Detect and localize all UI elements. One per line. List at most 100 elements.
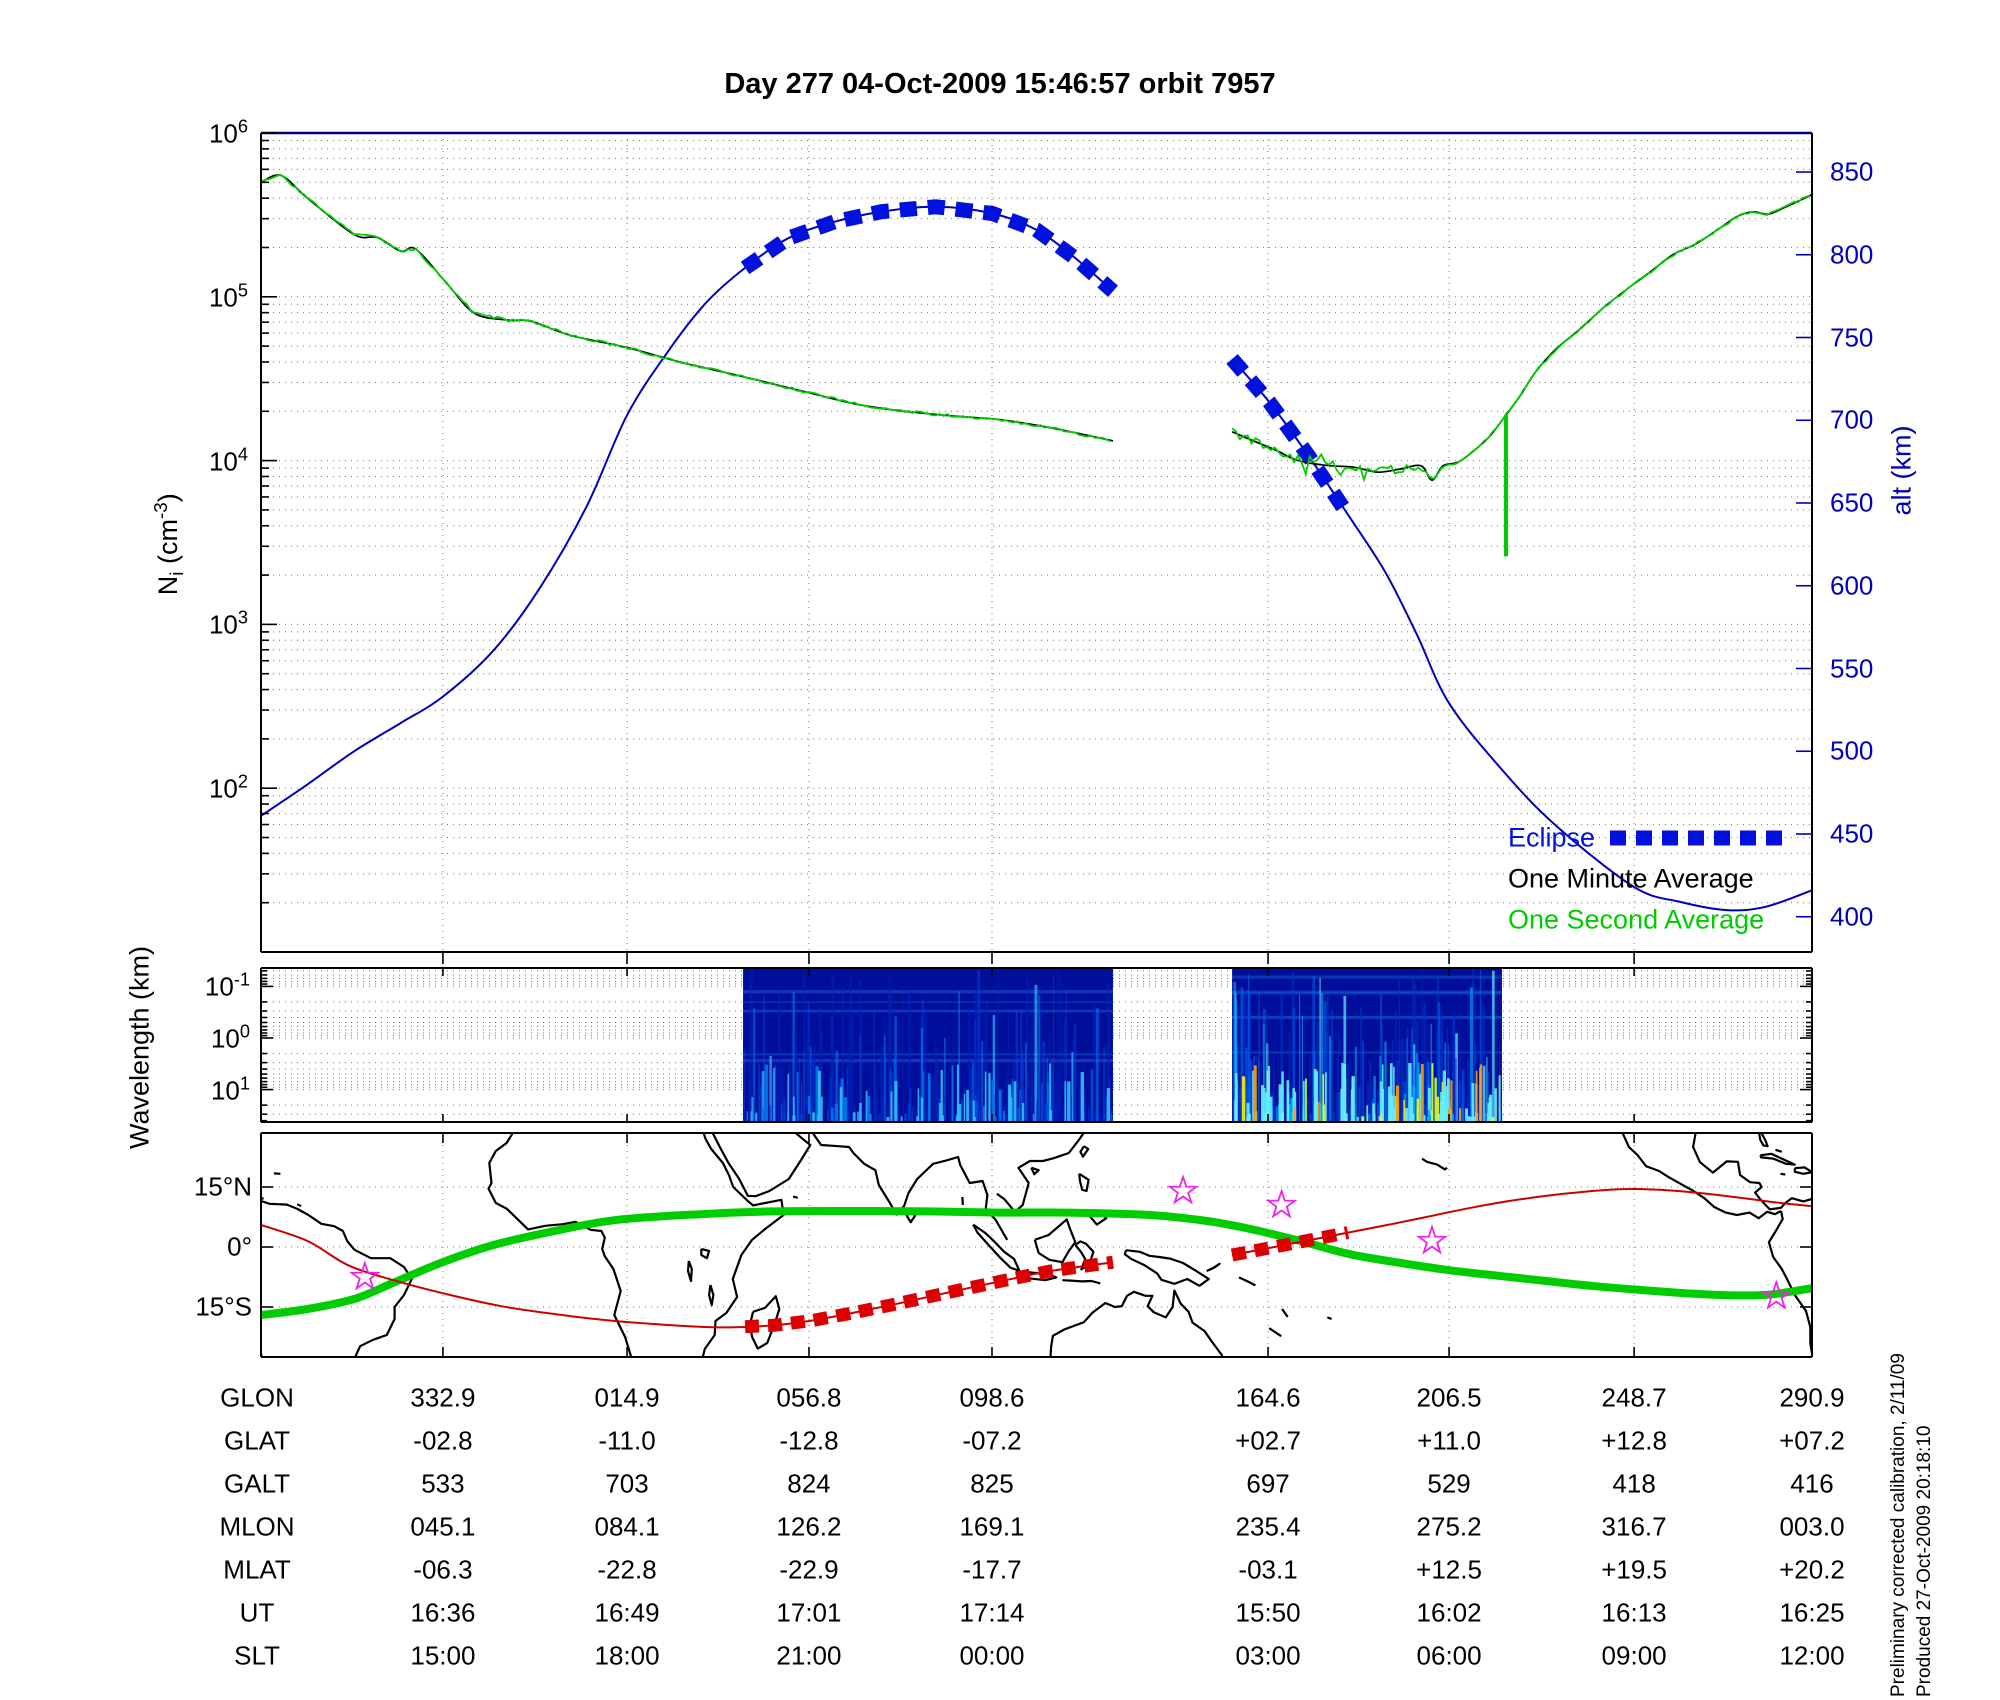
- wavelength-tick-label: 10-1: [204, 970, 250, 1002]
- table-cell: 18:00: [594, 1640, 660, 1671]
- coastline-lake-victoria: [700, 1247, 711, 1260]
- alt-tick-label: 550: [1830, 653, 1874, 683]
- one-minute-curve-2: [1231, 193, 1813, 481]
- coastline-africa-east: [701, 1133, 785, 1357]
- ground-station-stars: [348, 1174, 1793, 1310]
- alt-tick-label: 700: [1830, 404, 1874, 435]
- table-row-label: MLAT: [223, 1554, 291, 1585]
- table-cell: 16:13: [1601, 1597, 1667, 1628]
- table-cell: 09:00: [1601, 1640, 1667, 1671]
- wavelength-tick-label: 100: [210, 1021, 250, 1054]
- table-cell: 16:36: [410, 1597, 476, 1628]
- table-cell: -03.1: [1238, 1554, 1298, 1585]
- star-marker-2: [1167, 1174, 1200, 1205]
- table-cell: 529: [1427, 1468, 1471, 1499]
- altitude-eclipse-dashes-1: [740, 199, 1118, 297]
- table-cell: 098.6: [959, 1382, 1025, 1413]
- table-cell: -02.8: [413, 1425, 473, 1456]
- star-marker-5: [1760, 1279, 1793, 1310]
- map-lat-tick-label: 0°: [227, 1231, 252, 1262]
- legend-eclipse-label: Eclipse: [1508, 822, 1596, 853]
- spectrogram-patches: [743, 968, 1503, 1122]
- table-cell: 248.7: [1601, 1382, 1667, 1413]
- coastline-cuba: [1759, 1152, 1796, 1166]
- table-cell: 16:25: [1779, 1597, 1845, 1628]
- ni-tick-label: 102: [208, 771, 248, 804]
- table-cell: 416: [1790, 1468, 1834, 1499]
- table-row-label: GLAT: [224, 1425, 290, 1456]
- wavelength-axis-label: Wavelength (km): [124, 945, 155, 1150]
- alt-tick-label: 400: [1830, 901, 1874, 932]
- table-cell: 15:00: [410, 1640, 476, 1671]
- alt-tick-label: 500: [1830, 735, 1874, 766]
- table-cell: 418: [1612, 1468, 1656, 1499]
- star-marker-3: [1265, 1188, 1298, 1219]
- table-cell: 06:00: [1416, 1640, 1482, 1671]
- table-cell: +02.7: [1235, 1425, 1301, 1456]
- ni-tick-label: 106: [208, 116, 248, 149]
- coastline-trinidad: [296, 1203, 302, 1208]
- coastline-india-indochina: [811, 1133, 1009, 1241]
- alt-tick-label: 850: [1830, 156, 1874, 187]
- alt-tick-label: 800: [1830, 239, 1874, 270]
- table-cell: 126.2: [776, 1511, 842, 1542]
- wavelength-tick-label: 101: [210, 1073, 250, 1105]
- table-cell: 206.5: [1416, 1382, 1482, 1413]
- ni-label-base: N: [152, 575, 183, 596]
- table-row-label: UT: [239, 1597, 275, 1628]
- table-cell: +19.5: [1601, 1554, 1667, 1585]
- ground-track-eclipse-1: [744, 1255, 1114, 1334]
- table-cell: 169.1: [959, 1511, 1025, 1542]
- coastline-luzon: [1078, 1172, 1090, 1193]
- table-cell: +20.2: [1779, 1554, 1845, 1585]
- coastline-mexico-central-america-west: [1621, 1133, 1782, 1220]
- table-cell: 697: [1246, 1468, 1290, 1499]
- map-lat-tick-label: 15°S: [195, 1291, 252, 1322]
- star-marker-1: [348, 1260, 381, 1291]
- table-cell: 17:01: [776, 1597, 842, 1628]
- calibration-note: Preliminary corrected calibration, 2/11/…: [1888, 1353, 1909, 1697]
- table-cell: -17.7: [962, 1554, 1022, 1585]
- table-cell: 290.9: [1779, 1382, 1845, 1413]
- ni-label-exp: -3: [150, 502, 172, 520]
- alt-tick-label: 650: [1830, 487, 1874, 518]
- star-marker-4: [1416, 1224, 1448, 1255]
- ni-tick-label: 105: [208, 280, 248, 313]
- altitude-curve-1: [260, 205, 1114, 817]
- table-cell: 164.6: [1235, 1382, 1301, 1413]
- coastline-new-guinea: [1123, 1249, 1210, 1287]
- map-lat-tick-label: 15°N: [193, 1171, 252, 1202]
- table-cell: 16:49: [594, 1597, 660, 1628]
- table-cell: 703: [605, 1468, 649, 1499]
- table-cell: +11.0: [1417, 1425, 1481, 1456]
- ni-axis-label: Ni (cm-3): [151, 434, 189, 654]
- alt-tick-label: 750: [1830, 322, 1874, 352]
- table-cell: 316.7: [1601, 1511, 1667, 1542]
- table-cell: -07.2: [962, 1425, 1022, 1456]
- table-cell: 003.0: [1779, 1511, 1845, 1542]
- table-cell: 332.9: [410, 1382, 476, 1413]
- table-cell: 056.8: [776, 1382, 842, 1413]
- gridlines: [261, 133, 1812, 1357]
- coastline-hainan: [1030, 1166, 1040, 1176]
- table-cell: 825: [970, 1468, 1014, 1499]
- alt-tick-label: 600: [1830, 570, 1874, 601]
- altitude-eclipse-dashes-2: [1226, 354, 1355, 519]
- coastline-lake-malawi: [708, 1284, 715, 1307]
- density-altitude-curves: [260, 174, 1813, 912]
- table-row-label: MLON: [219, 1511, 295, 1542]
- ni-label-sub: i: [167, 571, 189, 576]
- coastline-new-britain: [1206, 1262, 1221, 1273]
- coastline-gulf-thailand-china: [996, 1133, 1085, 1213]
- coastline-hawaii: [1421, 1157, 1448, 1171]
- legend-one-minute-label: One Minute Average: [1508, 863, 1754, 894]
- coastline-vanuatu: [1281, 1308, 1289, 1318]
- table-row-label: SLT: [234, 1640, 280, 1671]
- coastline-south-america-east: [261, 1199, 413, 1357]
- one-second-average-curve: [260, 173, 1811, 557]
- table-cell: 045.1: [410, 1511, 476, 1542]
- coastline-south-america-west: [1767, 1210, 1812, 1357]
- ni-tick-label: 104: [208, 444, 248, 476]
- table-cell: 533: [421, 1468, 465, 1499]
